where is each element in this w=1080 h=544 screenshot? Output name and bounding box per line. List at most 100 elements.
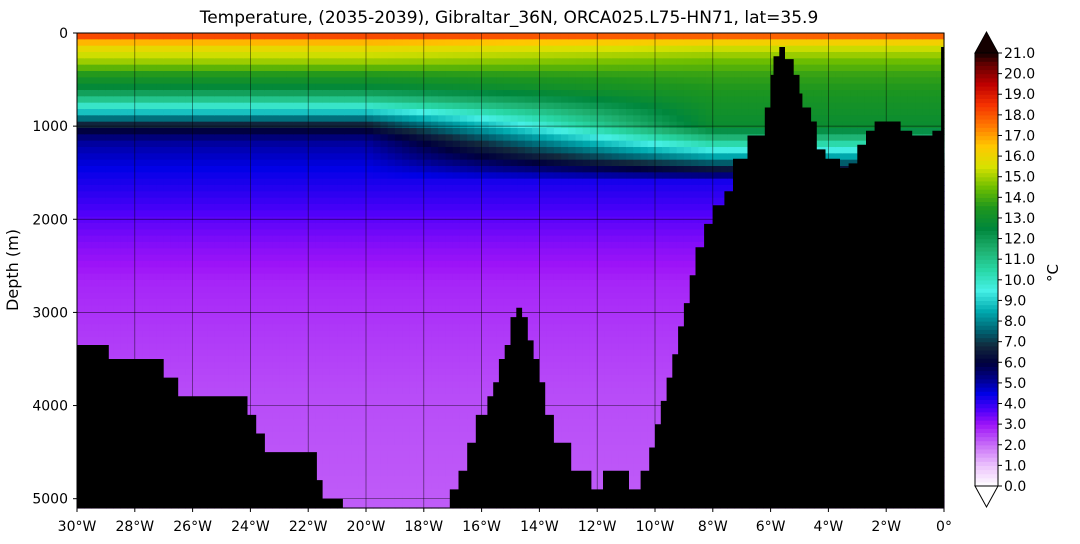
- temperature-cell: [380, 324, 389, 332]
- temperature-cell: [423, 210, 432, 218]
- temperature-cell: [452, 39, 461, 47]
- temperature-cell: [358, 235, 367, 243]
- temperature-cell: [322, 482, 331, 490]
- temperature-cell: [98, 128, 107, 135]
- temperature-cell: [170, 39, 179, 47]
- temperature-cell: [84, 64, 93, 72]
- temperature-cell: [142, 235, 150, 243]
- temperature-cell: [488, 77, 497, 85]
- temperature-cell: [452, 102, 461, 110]
- temperature-cell: [257, 375, 266, 382]
- temperature-cell: [293, 394, 302, 401]
- temperature-cell: [416, 45, 425, 53]
- temperature-cell: [84, 185, 93, 192]
- temperature-cell: [380, 52, 389, 59]
- temperature-cell: [546, 292, 555, 300]
- temperature-cell: [199, 362, 208, 370]
- temperature-cell: [207, 375, 215, 382]
- temperature-cell: [178, 387, 186, 395]
- temperature-cell: [467, 261, 475, 268]
- temperature-cell: [438, 349, 447, 357]
- temperature-cell: [199, 83, 208, 91]
- temperature-cell: [192, 248, 201, 256]
- temperature-cell: [105, 77, 114, 85]
- temperature-cell: [431, 463, 439, 471]
- temperature-cell: [423, 438, 432, 446]
- temperature-cell: [380, 394, 389, 401]
- temperature-cell: [98, 159, 107, 167]
- temperature-cell: [113, 71, 121, 78]
- temperature-cell: [445, 381, 454, 389]
- temperature-cell: [113, 292, 121, 300]
- temperature-cell: [438, 419, 447, 427]
- temperature-cell: [445, 58, 454, 66]
- temperature-cell: [459, 343, 468, 351]
- temperature-cell: [120, 102, 129, 110]
- temperature-cell: [91, 166, 100, 173]
- temperature-cell: [178, 96, 186, 104]
- temperature-cell: [387, 406, 396, 414]
- temperature-cell: [272, 273, 280, 281]
- temperature-cell: [344, 318, 353, 325]
- temperature-cell: [257, 413, 266, 420]
- temperature-cell: [452, 90, 461, 97]
- temperature-cell: [163, 140, 172, 148]
- temperature-cell: [387, 375, 396, 382]
- temperature-cell: [474, 96, 483, 104]
- temperature-cell: [308, 45, 317, 53]
- temperature-cell: [264, 178, 273, 186]
- temperature-cell: [322, 109, 331, 116]
- temperature-cell: [503, 166, 512, 173]
- temperature-cell: [445, 235, 454, 243]
- temperature-cell: [431, 147, 439, 154]
- temperature-cell: [243, 375, 251, 382]
- temperature-cell: [539, 210, 548, 218]
- temperature-cell: [264, 254, 273, 262]
- temperature-cell: [431, 248, 439, 256]
- temperature-cell: [105, 159, 114, 167]
- temperature-cell: [170, 223, 179, 230]
- temperature-cell: [315, 216, 324, 224]
- temperature-cell: [257, 324, 266, 332]
- temperature-cell: [546, 362, 555, 370]
- temperature-cell: [532, 318, 540, 325]
- temperature-cell: [105, 140, 114, 148]
- temperature-cell: [308, 223, 317, 230]
- temperature-cell: [373, 343, 382, 351]
- temperature-cell: [416, 457, 425, 465]
- temperature-cell: [553, 210, 562, 218]
- temperature-cell: [481, 102, 490, 110]
- temperature-cell: [156, 134, 165, 142]
- temperature-cell: [207, 223, 215, 230]
- temperature-cell: [351, 172, 360, 180]
- temperature-cell: [467, 286, 475, 294]
- temperature-cell: [524, 178, 533, 186]
- temperature-cell: [163, 172, 172, 180]
- temperature-cell: [286, 115, 295, 123]
- temperature-cell: [358, 210, 367, 218]
- temperature-cell: [250, 178, 259, 186]
- temperature-cell: [445, 438, 454, 446]
- temperature-cell: [228, 286, 237, 294]
- temperature-cell: [221, 33, 230, 40]
- temperature-cell: [228, 172, 237, 180]
- temperature-cell: [423, 501, 432, 509]
- temperature-cell: [243, 349, 251, 357]
- temperature-cell: [329, 406, 338, 414]
- temperature-cell: [416, 451, 425, 458]
- temperature-cell: [178, 172, 186, 180]
- temperature-cell: [467, 197, 475, 205]
- temperature-cell: [539, 305, 548, 313]
- temperature-cell: [149, 349, 158, 357]
- temperature-cell: [84, 96, 93, 104]
- temperature-cell: [286, 178, 295, 186]
- temperature-cell: [207, 147, 215, 154]
- temperature-cell: [409, 33, 418, 40]
- temperature-cell: [452, 330, 461, 338]
- temperature-cell: [127, 33, 136, 40]
- temperature-cell: [156, 318, 165, 325]
- temperature-cell: [337, 432, 345, 439]
- temperature-cell: [344, 140, 353, 148]
- temperature-cell: [192, 223, 201, 230]
- temperature-cell: [409, 318, 418, 325]
